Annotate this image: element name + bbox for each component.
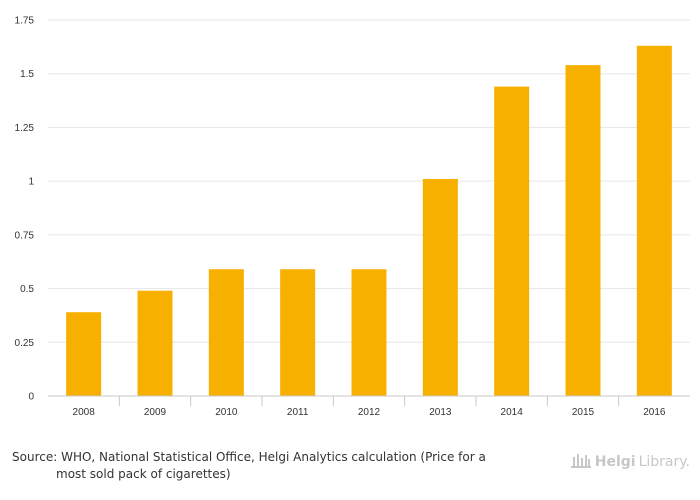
x-tick-label: 2011 xyxy=(287,407,309,418)
bar-2013 xyxy=(422,178,458,396)
y-axis-ticks: 0 0.25 0.5 0.75 1 1.25 1.5 1.75 xyxy=(15,16,35,403)
logo-text-helgi: Helgi xyxy=(594,454,636,470)
source-note: Source: WHO, National Statistical Office… xyxy=(12,449,532,483)
x-tick-label: 2009 xyxy=(144,407,167,418)
y-tick-label: 1.75 xyxy=(15,16,35,27)
y-tick-label: 1.5 xyxy=(20,69,34,80)
y-tick-label: 0.25 xyxy=(15,338,35,349)
bar-2015 xyxy=(565,65,601,397)
bar-2016 xyxy=(636,45,672,396)
bar-2010 xyxy=(208,269,244,396)
bar-2011 xyxy=(280,269,316,396)
x-tick-label: 2008 xyxy=(73,407,96,418)
bar-2009 xyxy=(137,290,173,396)
x-axis-ticks: 2008 2009 2010 2011 2012 2013 2014 2015 2016 xyxy=(73,396,666,418)
bar-2008 xyxy=(66,312,102,396)
bar-chart: 0 0.25 0.5 0.75 1 1.25 1.5 1.75 2008 2009 2010 201… xyxy=(15,16,690,418)
x-tick-label: 2013 xyxy=(429,407,452,418)
gridlines xyxy=(48,19,690,343)
source-text-line1: WHO, National Statistical Office, Helgi … xyxy=(57,450,486,464)
x-tick-label: 2015 xyxy=(572,407,595,418)
source-text-line2: most sold pack of cigarettes) xyxy=(56,467,231,481)
source-prefix: Source: xyxy=(12,450,58,464)
bar-2012 xyxy=(351,269,387,396)
x-tick-label: 2016 xyxy=(643,407,666,418)
x-tick-label: 2012 xyxy=(358,407,381,418)
y-tick-label: 0 xyxy=(28,392,34,403)
bar-2014 xyxy=(494,86,530,396)
library-columns-icon xyxy=(570,451,592,473)
bars xyxy=(66,45,672,397)
helgi-library-logo: Helgi Library. xyxy=(570,452,690,472)
y-tick-label: 0.75 xyxy=(15,230,35,241)
x-tick-label: 2014 xyxy=(501,407,524,418)
y-tick-label: 1 xyxy=(28,177,34,188)
y-tick-label: 1.25 xyxy=(15,123,35,134)
y-tick-label: 0.5 xyxy=(20,284,34,295)
logo-text-library: Library. xyxy=(638,454,690,470)
x-tick-label: 2010 xyxy=(215,407,238,418)
